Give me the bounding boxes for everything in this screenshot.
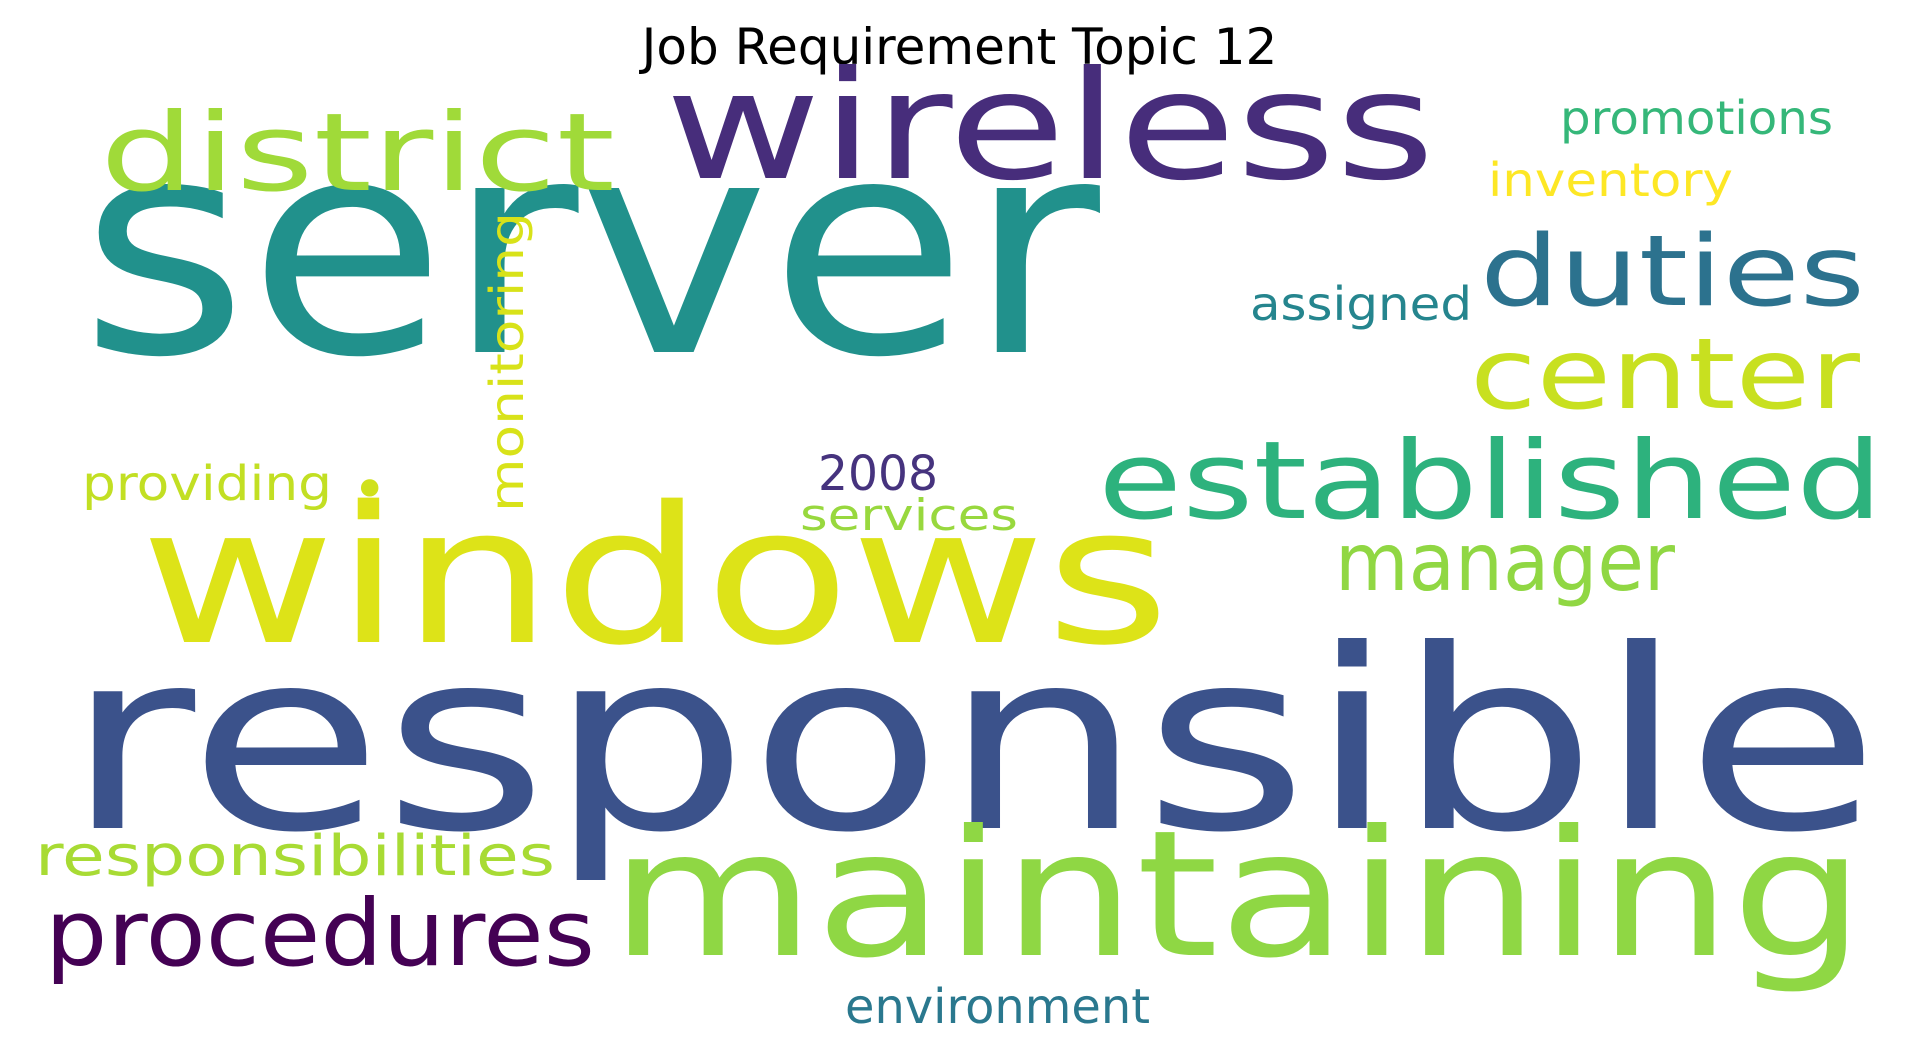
word-services: services [800, 490, 1018, 541]
word-district: district [100, 91, 615, 216]
word-responsible: responsible [65, 596, 1880, 887]
word-environment: environment [845, 979, 1150, 1035]
word-monitoring: monitoring [480, 212, 534, 512]
word-established: established [1098, 419, 1883, 544]
page-title: Job Requirement Topic 12 [641, 18, 1278, 76]
word-assigned: assigned [1250, 277, 1472, 331]
word-duties: duties [1480, 215, 1865, 329]
word-2008: 2008 [818, 446, 938, 502]
word-inventory: inventory [1488, 153, 1733, 207]
word-wireless: wireless [665, 40, 1435, 214]
word-windows: windows [140, 466, 1170, 687]
word-maintaining: maintaining [610, 794, 1865, 997]
word-center: center [1470, 318, 1861, 432]
word-procedures: procedures [45, 880, 595, 987]
word-bullet: • [352, 455, 387, 525]
word-manager: manager [1335, 516, 1675, 609]
word-server: server [80, 74, 1103, 423]
word-promotions: promotions [1560, 91, 1833, 145]
word-providing: providing [82, 456, 332, 512]
word-responsibilities: responsibilities [35, 824, 555, 889]
